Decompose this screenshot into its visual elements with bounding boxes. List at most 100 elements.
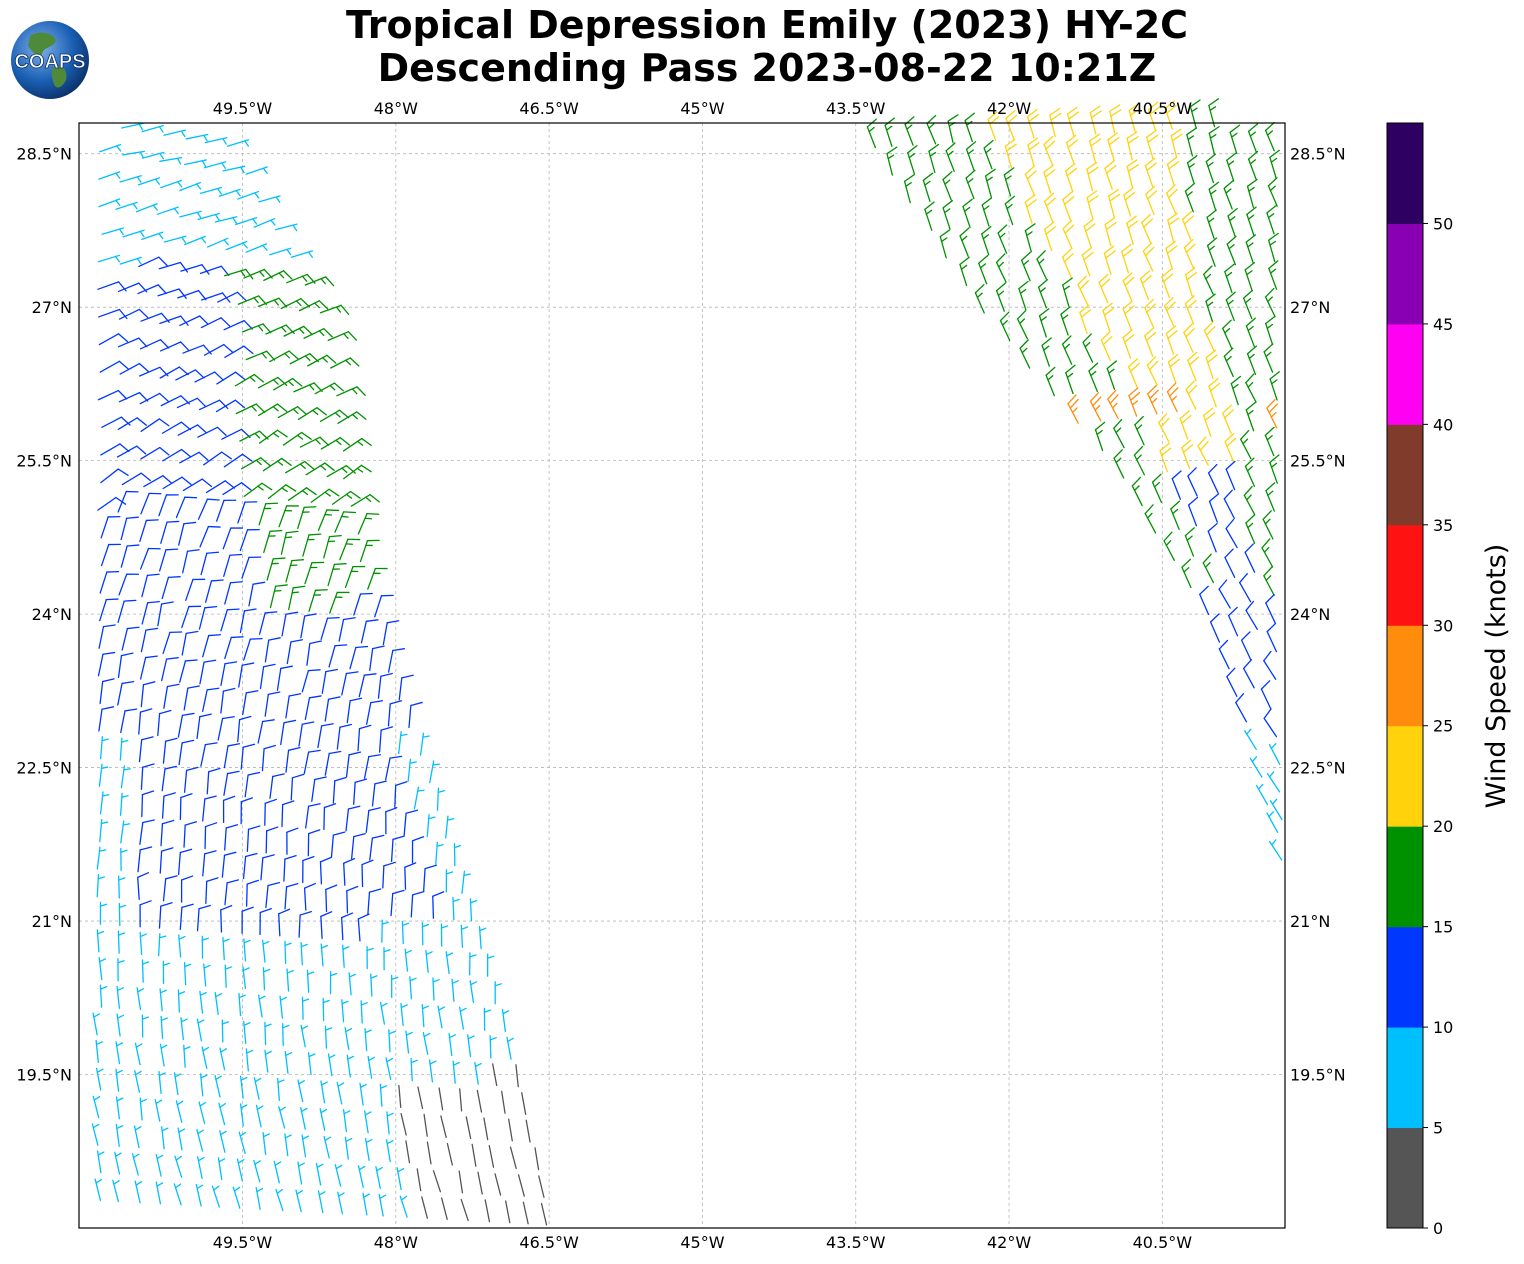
wind-barb: [223, 770, 240, 796]
wind-barb: [96, 874, 106, 898]
lon-tick-label-bottom: 49.5°W: [213, 1233, 273, 1252]
wind-barb: [300, 1107, 308, 1130]
wind-barb: [214, 991, 223, 1016]
coaps-logo: COAPS: [11, 21, 89, 99]
wind-barb: [1004, 138, 1017, 169]
wind-barb: [360, 619, 379, 644]
wind-barb: [121, 626, 140, 651]
title-line-2: Descending Pass 2023-08-22 10:21Z: [377, 46, 1157, 90]
wind-barb: [244, 771, 261, 798]
wind-barb: [222, 936, 230, 961]
wind-barb: [238, 1131, 247, 1154]
wind-barb: [162, 448, 192, 462]
wind-barb: [297, 407, 327, 421]
wind-barb: [344, 1026, 353, 1050]
wind-barb: [467, 1034, 475, 1058]
wind-barb: [140, 627, 159, 653]
wind-barb: [1166, 156, 1179, 186]
wind-barb: [1246, 206, 1257, 236]
wind-barb: [1109, 104, 1122, 134]
wind-barb: [263, 529, 283, 554]
wind-barb: [349, 645, 369, 670]
lon-tick-label-bottom: 45°W: [680, 1233, 724, 1252]
wind-barb: [240, 743, 256, 770]
wind-barb: [155, 1154, 164, 1177]
wind-barb: [119, 362, 149, 375]
wind-barb: [361, 859, 374, 888]
lon-tick-label-top: 46.5°W: [519, 99, 579, 118]
wind-barb: [440, 923, 449, 947]
wind-barb: [320, 943, 329, 967]
wind-barb: [119, 737, 129, 761]
wind-barb: [264, 1021, 272, 1046]
colorbar-segment: [1387, 223, 1423, 325]
wind-barb: [279, 995, 287, 1019]
wind-barb: [1161, 268, 1174, 299]
wind-barb: [341, 999, 349, 1023]
wind-barb: [1037, 278, 1049, 309]
wind-barb: [219, 1047, 227, 1071]
wind-barb: [319, 1108, 328, 1132]
wind-barb: [398, 1084, 402, 1109]
wind-barb: [243, 1020, 251, 1044]
wind-barb: [1246, 178, 1258, 209]
wind-barb: [1061, 335, 1073, 365]
colorbar-tick-label: 25: [1433, 717, 1453, 736]
wind-barb: [385, 755, 403, 781]
colorbar-tick-label: 20: [1433, 817, 1453, 836]
wind-barb: [286, 639, 304, 665]
wind-barb: [115, 201, 138, 210]
wind-barb: [99, 736, 109, 760]
wind-barb: [262, 967, 271, 991]
wind-barb: [359, 1082, 367, 1106]
wind-barb: [400, 1112, 407, 1136]
wind-barb: [239, 1075, 248, 1099]
wind-barb: [118, 308, 149, 320]
wind-barb: [364, 1027, 372, 1052]
wind-barb: [96, 1150, 105, 1174]
wind-barb: [143, 475, 173, 488]
wind-barb: [342, 1109, 351, 1133]
wind-barb: [300, 942, 308, 966]
lat-tick-label-right: 24°N: [1290, 605, 1330, 624]
wind-barb: [275, 223, 298, 232]
wind-barb: [337, 1191, 345, 1215]
wind-barb: [118, 902, 127, 927]
wind-barb: [1226, 667, 1238, 697]
wind-barb: [1240, 430, 1252, 460]
wind-barb: [1205, 293, 1216, 323]
colorbar-segment: [1387, 625, 1423, 727]
wind-barb: [1146, 356, 1159, 386]
wind-barb: [1089, 105, 1102, 135]
wind-barb: [1146, 129, 1159, 160]
wind-barb: [264, 691, 281, 717]
wind-barb: [224, 636, 244, 660]
wind-barb: [1005, 110, 1018, 140]
wind-barb: [1142, 242, 1155, 272]
wind-barb: [1036, 250, 1047, 280]
wind-barb: [366, 945, 374, 970]
wind-barb: [196, 1129, 204, 1152]
wind-barb: [1246, 345, 1258, 375]
wind-barb: [1208, 378, 1221, 408]
wind-barb: [1043, 221, 1056, 251]
wind-barb: [1244, 262, 1256, 292]
wind-barb: [322, 997, 330, 1022]
wind-barb: [1083, 218, 1096, 248]
wind-barb: [344, 565, 366, 588]
wind-barb: [348, 972, 357, 996]
wind-barb: [983, 139, 994, 170]
wind-barb: [290, 773, 305, 801]
wind-barb: [120, 122, 144, 131]
wind-barb: [220, 904, 233, 933]
wind-barb: [1263, 343, 1274, 373]
wind-barb: [1144, 327, 1156, 357]
wind-barb: [1103, 245, 1116, 275]
wind-barb: [117, 337, 148, 348]
wind-barb: [353, 592, 373, 616]
wind-barb: [177, 289, 207, 301]
wind-barb: [163, 683, 180, 709]
logo-text: COAPS: [14, 51, 85, 73]
wind-barb: [350, 833, 366, 860]
wind-barb: [1239, 573, 1252, 603]
